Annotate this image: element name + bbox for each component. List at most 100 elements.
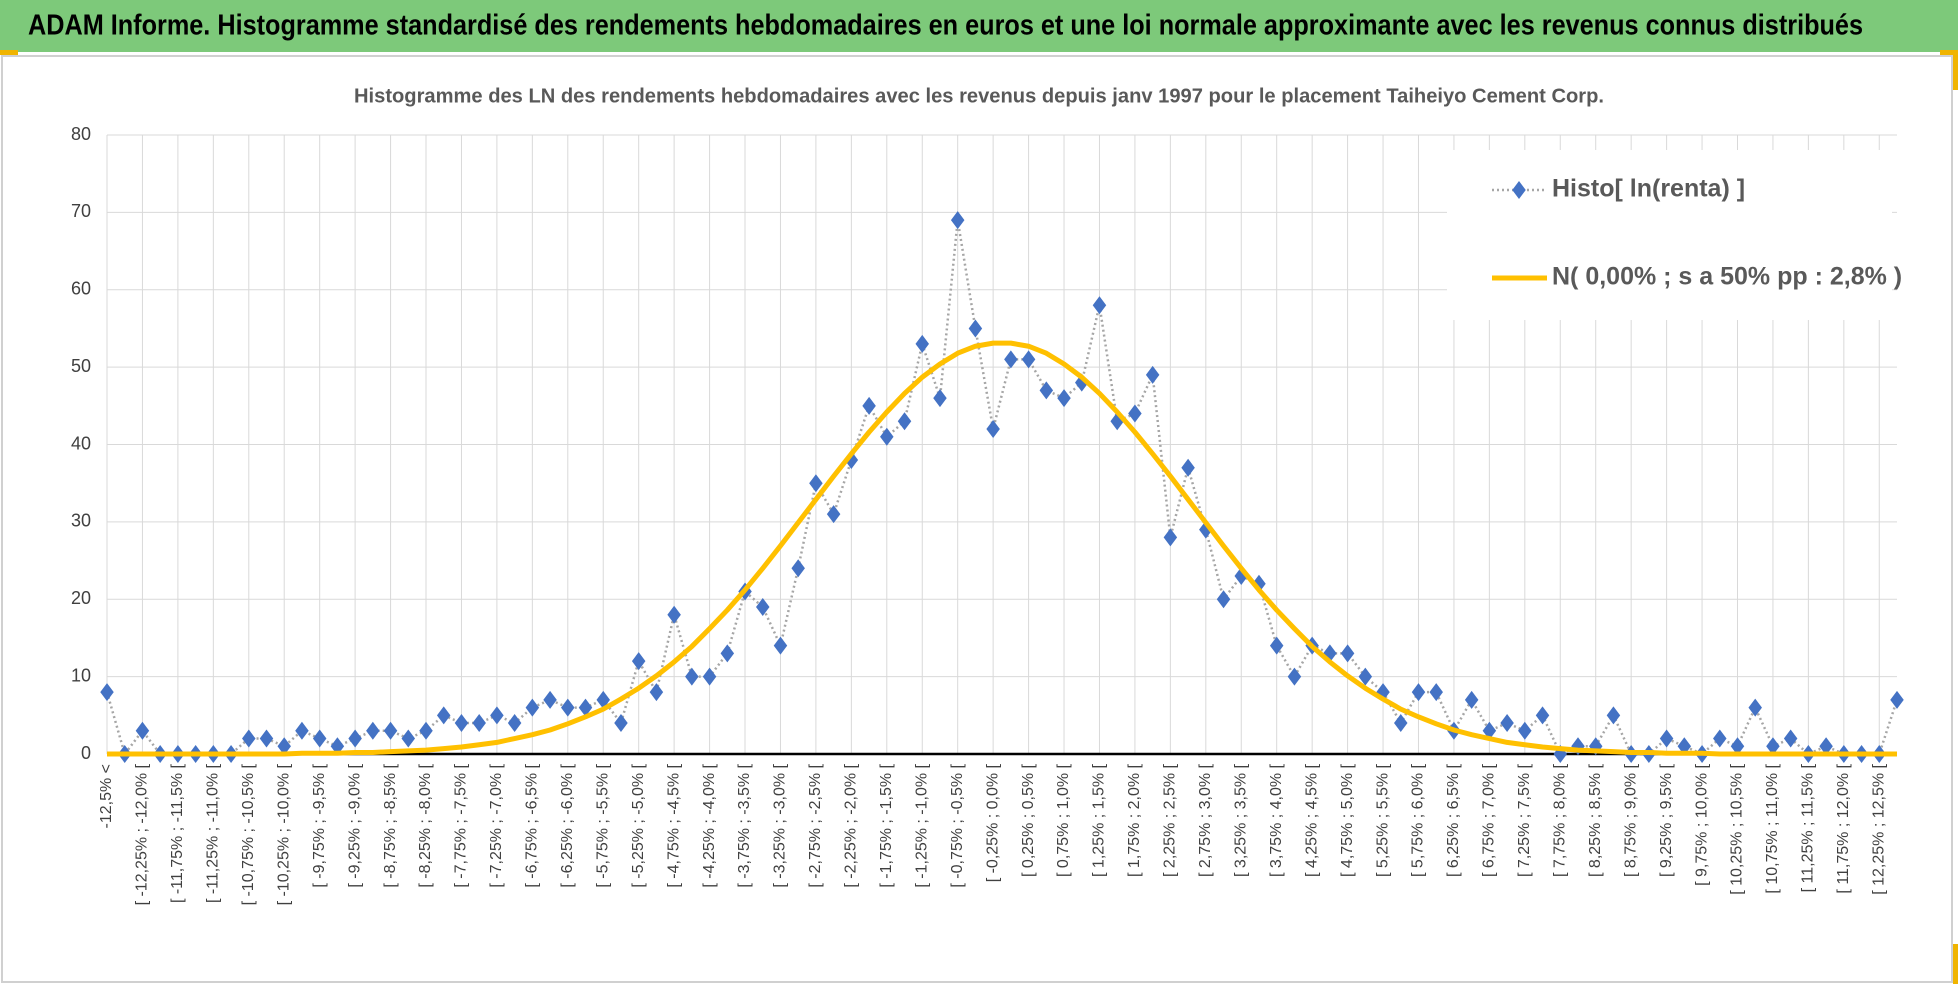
data-point: [543, 690, 557, 709]
y-tick-label: 60: [71, 279, 91, 299]
x-tick-label: [ 6,25% ; 6,5% [: [1445, 763, 1462, 877]
chart-title: ADAM Informe. Histogramme standardisé de…: [28, 10, 1863, 42]
x-tick-label: -12,5% <: [98, 764, 115, 828]
data-point: [685, 667, 699, 686]
data-point: [1181, 458, 1195, 477]
data-point: [1659, 729, 1674, 748]
y-tick-label: 10: [71, 665, 91, 685]
data-point: [1518, 721, 1532, 740]
x-tick-label: [ -10,25% ; -10,0% [: [275, 763, 292, 905]
data-point: [720, 644, 735, 663]
legend-box: [1447, 150, 1892, 320]
data-point: [383, 721, 398, 740]
data-point: [755, 597, 770, 616]
x-tick-label: [ -4,75% ; -4,5% [: [665, 763, 682, 887]
data-point: [436, 706, 451, 725]
data-point: [259, 729, 274, 748]
data-point: [1819, 737, 1833, 756]
x-tick-label: [ -12,25% ; -12,0% [: [134, 763, 151, 905]
legend-label: Histo[ ln(renta) ]: [1552, 175, 1745, 203]
data-point: [773, 636, 788, 655]
x-tick-label: [ 5,75% ; 6,0% [: [1410, 763, 1427, 877]
data-point: [295, 721, 309, 740]
x-tick-label: [ 12,25% ; 12,5% [: [1870, 763, 1887, 894]
data-point: [667, 605, 681, 624]
x-tick-label: [ -2,25% ; -2,0% [: [843, 763, 860, 887]
x-tick-label: [ 10,75% ; 11,0% [: [1764, 763, 1781, 893]
data-point: [1216, 590, 1231, 609]
x-tick-label: [ 3,25% ; 3,5% [: [1232, 763, 1249, 877]
x-tick-label: [ -0,25% ; 0,0% [: [984, 763, 1001, 882]
data-point: [454, 714, 469, 733]
series-line: [105, 218, 1899, 756]
data-point: [1128, 404, 1142, 423]
data-point: [702, 667, 717, 686]
chart-border: [1, 55, 1953, 983]
x-tick-label: [ 9,75% ; 10,0% [: [1693, 763, 1710, 885]
data-point: [950, 211, 965, 230]
x-tick-label: [ 11,25% ; 11,5% [: [1800, 763, 1817, 892]
x-tick-label: [ -7,75% ; -7,5% [: [453, 763, 470, 887]
data-point: [915, 334, 929, 353]
data-point: [1500, 714, 1514, 733]
x-tick-label: [ -8,25% ; -8,0% [: [417, 763, 434, 887]
data-point: [1429, 683, 1443, 702]
data-point: [986, 420, 1000, 439]
data-point: [862, 396, 876, 415]
data-point: [1287, 667, 1302, 686]
data-point: [631, 652, 646, 671]
x-tick-label: [ 1,25% ; 1,5% [: [1091, 763, 1108, 877]
x-tick-label: [ 3,75% ; 4,0% [: [1268, 763, 1285, 877]
data-point: [897, 412, 912, 431]
data-point: [880, 427, 894, 446]
y-tick-label: 20: [71, 588, 91, 608]
data-point: [1766, 737, 1780, 756]
y-tick-label: 0: [81, 743, 91, 763]
data-point: [1163, 528, 1178, 547]
data-point: [1340, 644, 1355, 663]
y-tick-label: 70: [71, 201, 91, 221]
data-point: [614, 714, 628, 733]
data-point: [1535, 706, 1550, 725]
legend-label: N( 0,00% ; s a 50% pp : 2,8% ): [1552, 263, 1902, 291]
corner-mark: [0, 50, 18, 55]
series-line: [107, 340, 1897, 757]
x-tick-label: [ 2,75% ; 3,0% [: [1197, 763, 1214, 877]
x-tick-label: [ -0,75% ; -0,5% [: [949, 763, 966, 887]
x-tick-label: [ -10,75% ; -10,5% [: [240, 763, 257, 905]
x-tick-label: [ -5,25% ; -5,0% [: [630, 763, 647, 887]
data-point: [649, 683, 664, 702]
data-point: [507, 714, 522, 733]
x-tick-label: [ 1,75% ; 2,0% [: [1126, 763, 1143, 877]
x-tick-label: [ -6,25% ; -6,0% [: [559, 763, 576, 887]
x-tick-label: [ 4,25% ; 4,5% [: [1303, 763, 1320, 877]
data-point: [348, 729, 362, 748]
x-tick-label: [ 5,25% ; 5,5% [: [1374, 763, 1391, 877]
x-tick-label: [ 11,75% ; 12,0% [: [1835, 763, 1852, 893]
data-point: [1464, 690, 1479, 709]
data-point: [1890, 690, 1904, 709]
data-point: [1269, 636, 1284, 655]
data-point: [1358, 667, 1373, 686]
x-tick-label: [ -11,25% ; -11,0% [: [205, 763, 222, 903]
x-tick-label: [ 9,25% ; 9,5% [: [1658, 763, 1675, 877]
x-tick-label: [ -8,75% ; -8,5% [: [382, 763, 399, 887]
x-tick-label: [ -4,25% ; -4,0% [: [701, 763, 718, 887]
y-tick-label: 80: [71, 124, 91, 144]
data-point: [1730, 737, 1745, 756]
x-tick-label: [ 8,75% ; 9,0% [: [1622, 763, 1639, 877]
corner-mark: [1953, 944, 1958, 984]
corner-mark: [1953, 50, 1958, 90]
data-point: [312, 729, 327, 748]
data-point: [1411, 683, 1426, 702]
data-point: [1004, 350, 1018, 369]
data-point: [472, 714, 486, 733]
x-tick-label: [ 4,75% ; 5,0% [: [1339, 763, 1356, 877]
data-point: [968, 319, 983, 338]
y-tick-label: 30: [71, 511, 91, 531]
corner-mark: [1940, 50, 1958, 55]
data-point: [1783, 729, 1798, 748]
data-point: [1039, 381, 1054, 400]
data-point: [578, 698, 593, 717]
